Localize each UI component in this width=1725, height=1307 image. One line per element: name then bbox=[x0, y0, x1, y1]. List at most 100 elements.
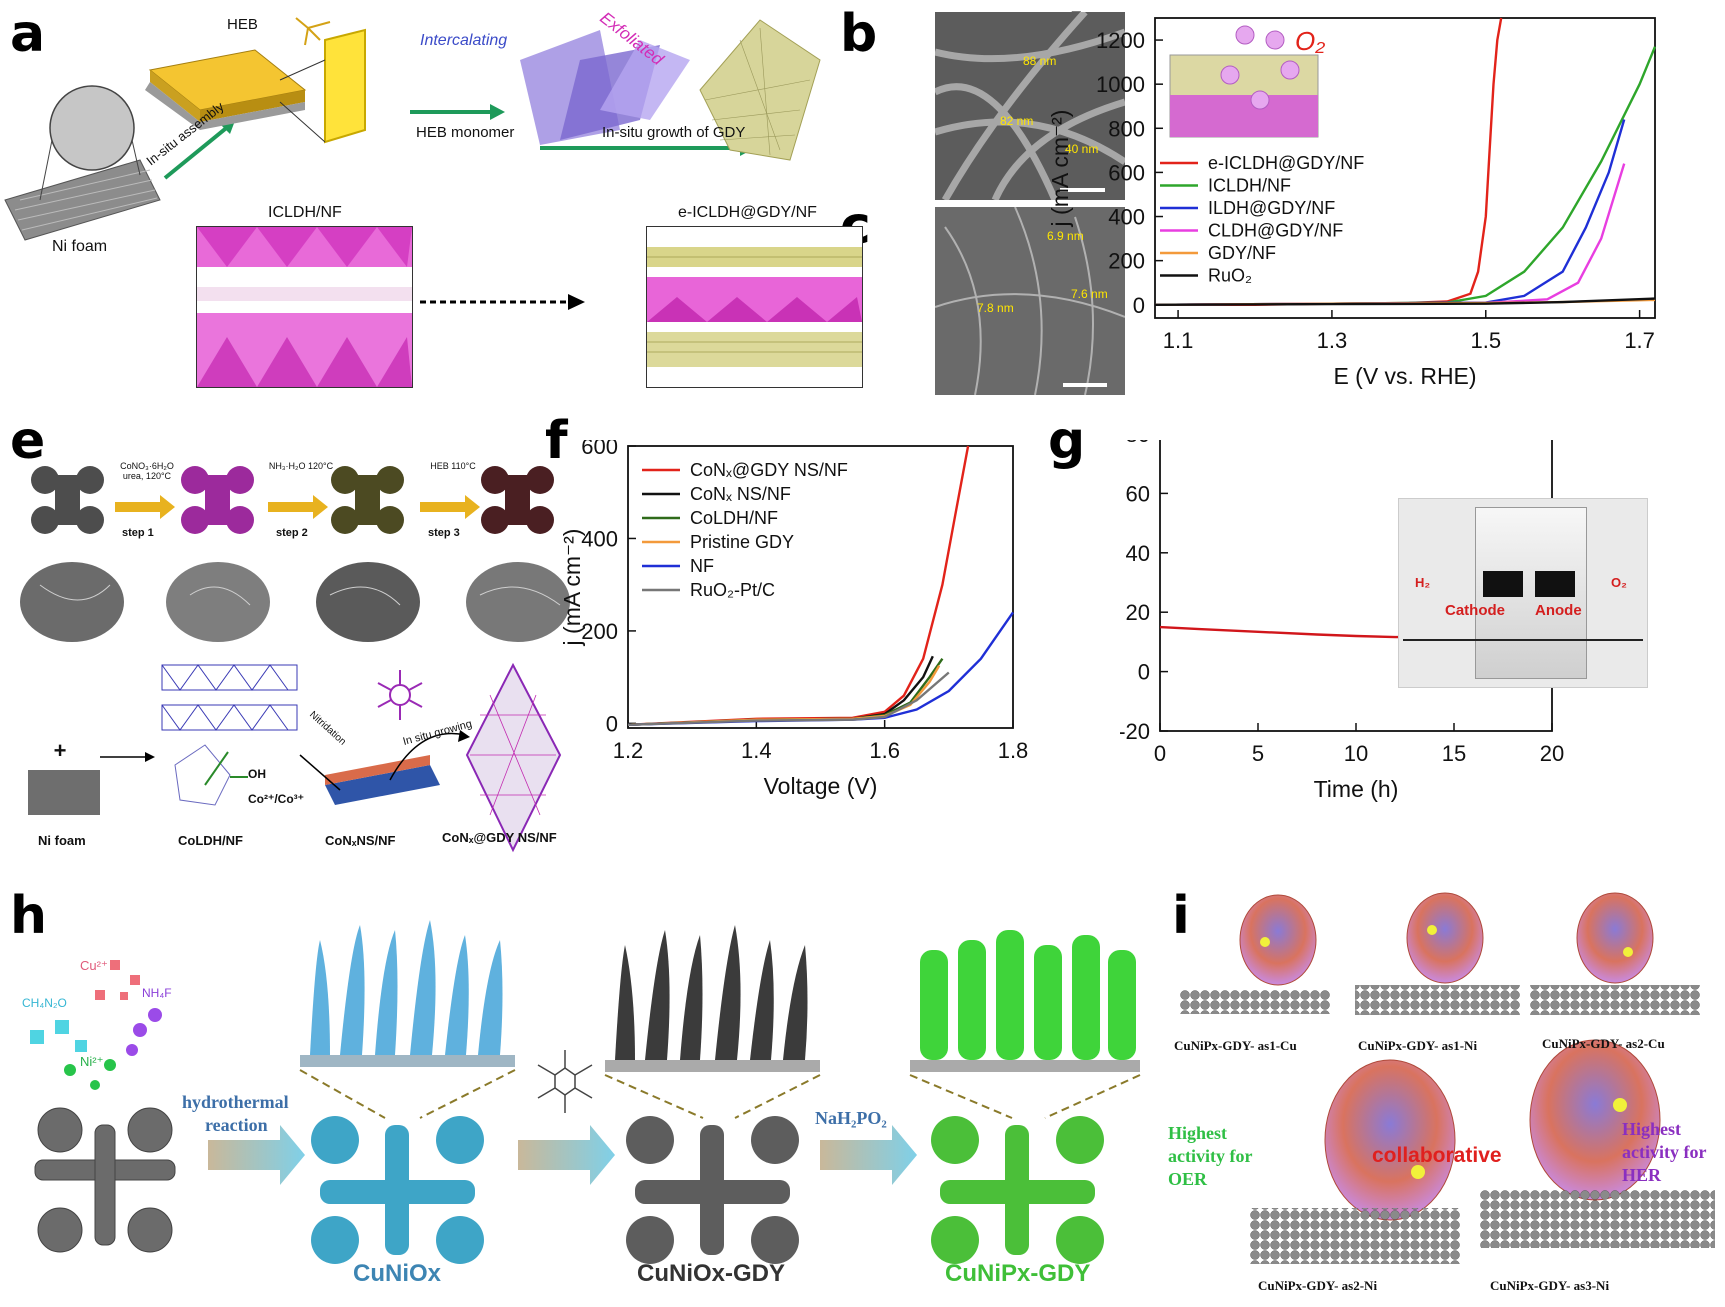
i-her-line-3: HER bbox=[1622, 1165, 1662, 1185]
sem-image-b: 88 nm 82 nm 40 nm bbox=[935, 12, 1125, 200]
legend-label-f-3: Pristine GDY bbox=[690, 532, 794, 552]
panel-i-drawing bbox=[1180, 892, 1715, 1264]
icldh-crystal bbox=[197, 227, 412, 387]
x-tick-label-d: 1.5 bbox=[1470, 328, 1501, 353]
i-label-4: CuNiPx-GDY- as2-Ni bbox=[1258, 1278, 1378, 1293]
i-her-note: Highest activity for HER bbox=[1622, 1118, 1706, 1187]
y-tick-label-d: 0 bbox=[1133, 293, 1145, 318]
panel-label-i: i bbox=[1172, 886, 1190, 946]
y-tick-label-g: 60 bbox=[1126, 481, 1150, 506]
y-tick-label-d: 1000 bbox=[1096, 72, 1145, 97]
e-icldh-label: e-ICLDH@GDY/NF bbox=[678, 204, 817, 221]
panel-a-drawing bbox=[4, 17, 821, 310]
e-oh-label: OH bbox=[248, 767, 266, 781]
h-ch4n2o-label: CH₄N₂O bbox=[22, 996, 67, 1010]
x-tick-label-f: 1.8 bbox=[998, 738, 1029, 763]
legend-label-d-4: GDY/NF bbox=[1208, 243, 1276, 263]
x-axis-label-f: Voltage (V) bbox=[764, 773, 878, 799]
b-measure-3: 40 nm bbox=[1065, 142, 1099, 156]
h-cu-label: Cu²⁺ bbox=[80, 958, 108, 973]
e-step1: step 1 bbox=[122, 527, 154, 539]
svg-text:+: + bbox=[54, 738, 67, 763]
y-tick-label-f: 400 bbox=[581, 526, 618, 551]
panel-e-drawing: + bbox=[20, 466, 570, 853]
series-line-f-4 bbox=[627, 611, 1014, 726]
icldh-structure-box bbox=[196, 226, 413, 388]
h-hydrothermal: hydrothermal bbox=[182, 1092, 289, 1112]
h-cunipx-gdy-label: CuNiPx-GDY bbox=[945, 1260, 1091, 1287]
y-axis-label-d: j (mA cm⁻²) bbox=[1047, 110, 1073, 228]
panel-label-g: g bbox=[1048, 411, 1086, 471]
o2-bubble bbox=[1220, 65, 1240, 85]
electrolyzer-photo: H₂ O₂ Cathode Anode bbox=[1398, 498, 1648, 688]
x-tick-label-d: 1.3 bbox=[1317, 328, 1348, 353]
c-measure-2: 7.8 nm bbox=[977, 301, 1014, 315]
y-tick-label-d: 800 bbox=[1108, 116, 1145, 141]
i-oer-line-2: activity for bbox=[1168, 1146, 1253, 1166]
legend-label-d-3: CLDH@GDY/NF bbox=[1208, 221, 1343, 241]
h-ni-label: Ni²⁺ bbox=[80, 1054, 104, 1069]
y-tick-label-g: 40 bbox=[1126, 541, 1150, 566]
sem-b-fibers bbox=[935, 12, 1125, 200]
x-axis-label-g: Time (h) bbox=[1314, 776, 1399, 802]
b-measure-1: 88 nm bbox=[1023, 54, 1057, 68]
ni-foam-label: Ni foam bbox=[52, 238, 108, 255]
h2-label: H₂ bbox=[1415, 575, 1431, 590]
plot-frame-d bbox=[1154, 17, 1656, 319]
y-tick-label-d: 1200 bbox=[1096, 28, 1145, 53]
x-tick-label-g: 10 bbox=[1344, 741, 1368, 766]
chart-f: 1.2 1.4 1.6 1.8 0 200 400 600 Voltage (V) j (mA c… bbox=[560, 440, 1029, 799]
i-label-5: CuNiPx-GDY- as3-Ni bbox=[1490, 1278, 1610, 1293]
c-measure-1: 6.9 nm bbox=[1047, 229, 1084, 243]
sem-c-sheets bbox=[935, 207, 1125, 395]
y-tick-label-f: 600 bbox=[581, 440, 618, 459]
cuniox-array bbox=[300, 920, 515, 1067]
x-tick-label-g: 5 bbox=[1252, 741, 1264, 766]
x-axis-label-d: E (V vs. RHE) bbox=[1333, 363, 1476, 389]
y-tick-label-g: 0 bbox=[1138, 660, 1150, 685]
o2-label: O₂ bbox=[1611, 575, 1627, 590]
h-cuniox-label: CuNiOx bbox=[353, 1260, 442, 1287]
legend-label-f-5: RuO₂-Pt/C bbox=[690, 580, 775, 600]
legend-label-f-1: CoNₓ NS/NF bbox=[690, 484, 791, 504]
e-step2: step 2 bbox=[276, 527, 308, 539]
h-reaction: reaction bbox=[205, 1115, 268, 1135]
y-tick-label-g: 20 bbox=[1126, 600, 1150, 625]
heb-monomer-label: HEB monomer bbox=[416, 124, 515, 141]
panel-e-scheme: + CoNO₃·6H₂O urea, 120°C step 1 NH₃·H₂O bbox=[0, 455, 575, 855]
y-tick-label-d: 200 bbox=[1108, 249, 1145, 274]
b-measure-2: 82 nm bbox=[1000, 114, 1034, 128]
icldh-nf-label: ICLDH/NF bbox=[268, 204, 342, 221]
e-step3: step 3 bbox=[428, 527, 460, 539]
i-oer-line-3: OER bbox=[1168, 1169, 1208, 1189]
legend-label-f-4: NF bbox=[690, 556, 714, 576]
legend-label-f-0: CoNₓ@GDY NS/NF bbox=[690, 460, 848, 480]
i-oer-line-1: Highest bbox=[1168, 1123, 1228, 1143]
h-cuniox-gdy-label: CuNiOx-GDY bbox=[637, 1260, 786, 1287]
panel-h-scheme: Cu²⁺ CH₄N₂O NH₄F Ni²⁺ hydrothermal react… bbox=[0, 900, 1160, 1300]
cuniox-gdy-array bbox=[605, 925, 820, 1072]
o2-bubble bbox=[1235, 25, 1255, 45]
y-tick-label-g: 80 bbox=[1126, 440, 1150, 447]
e-ni-foam-label: Ni foam bbox=[38, 833, 86, 848]
chart-d: 1.1 1.3 1.5 1.7 0 200 400 600 800 1000 1200 E (V vs… bbox=[1047, 17, 1657, 389]
e-conx-label: CoNₓNS/NF bbox=[325, 833, 396, 848]
i-her-line-1: Highest bbox=[1622, 1119, 1682, 1139]
ni-foam-illustration bbox=[4, 85, 161, 241]
panel-a-scheme: HEB Intercalating Exfoliated In-situ ass… bbox=[0, 0, 863, 400]
e-co-label: Co²⁺/Co³⁺ bbox=[248, 792, 304, 806]
i-label-1: CuNiPx-GDY- as1-Cu bbox=[1174, 1038, 1297, 1053]
intercalating-label: Intercalating bbox=[420, 32, 508, 49]
o2-bubble bbox=[1280, 60, 1300, 80]
cathode-electrode bbox=[1483, 571, 1523, 597]
y-tick-label-f: 200 bbox=[581, 619, 618, 644]
e-step2-reagent: NH₃·H₂O 120°C bbox=[268, 461, 334, 471]
x-tick-label-d: 1.1 bbox=[1163, 328, 1194, 353]
legend-label-f-2: CoLDH/NF bbox=[690, 508, 778, 528]
panel-label-h: h bbox=[10, 886, 48, 946]
panel-label-f: f bbox=[545, 411, 568, 471]
plot-frame-f bbox=[627, 445, 1014, 729]
y-tick-label-d: 600 bbox=[1108, 160, 1145, 185]
o2-bubble bbox=[1265, 30, 1285, 50]
panel-label-b: b bbox=[840, 4, 878, 64]
